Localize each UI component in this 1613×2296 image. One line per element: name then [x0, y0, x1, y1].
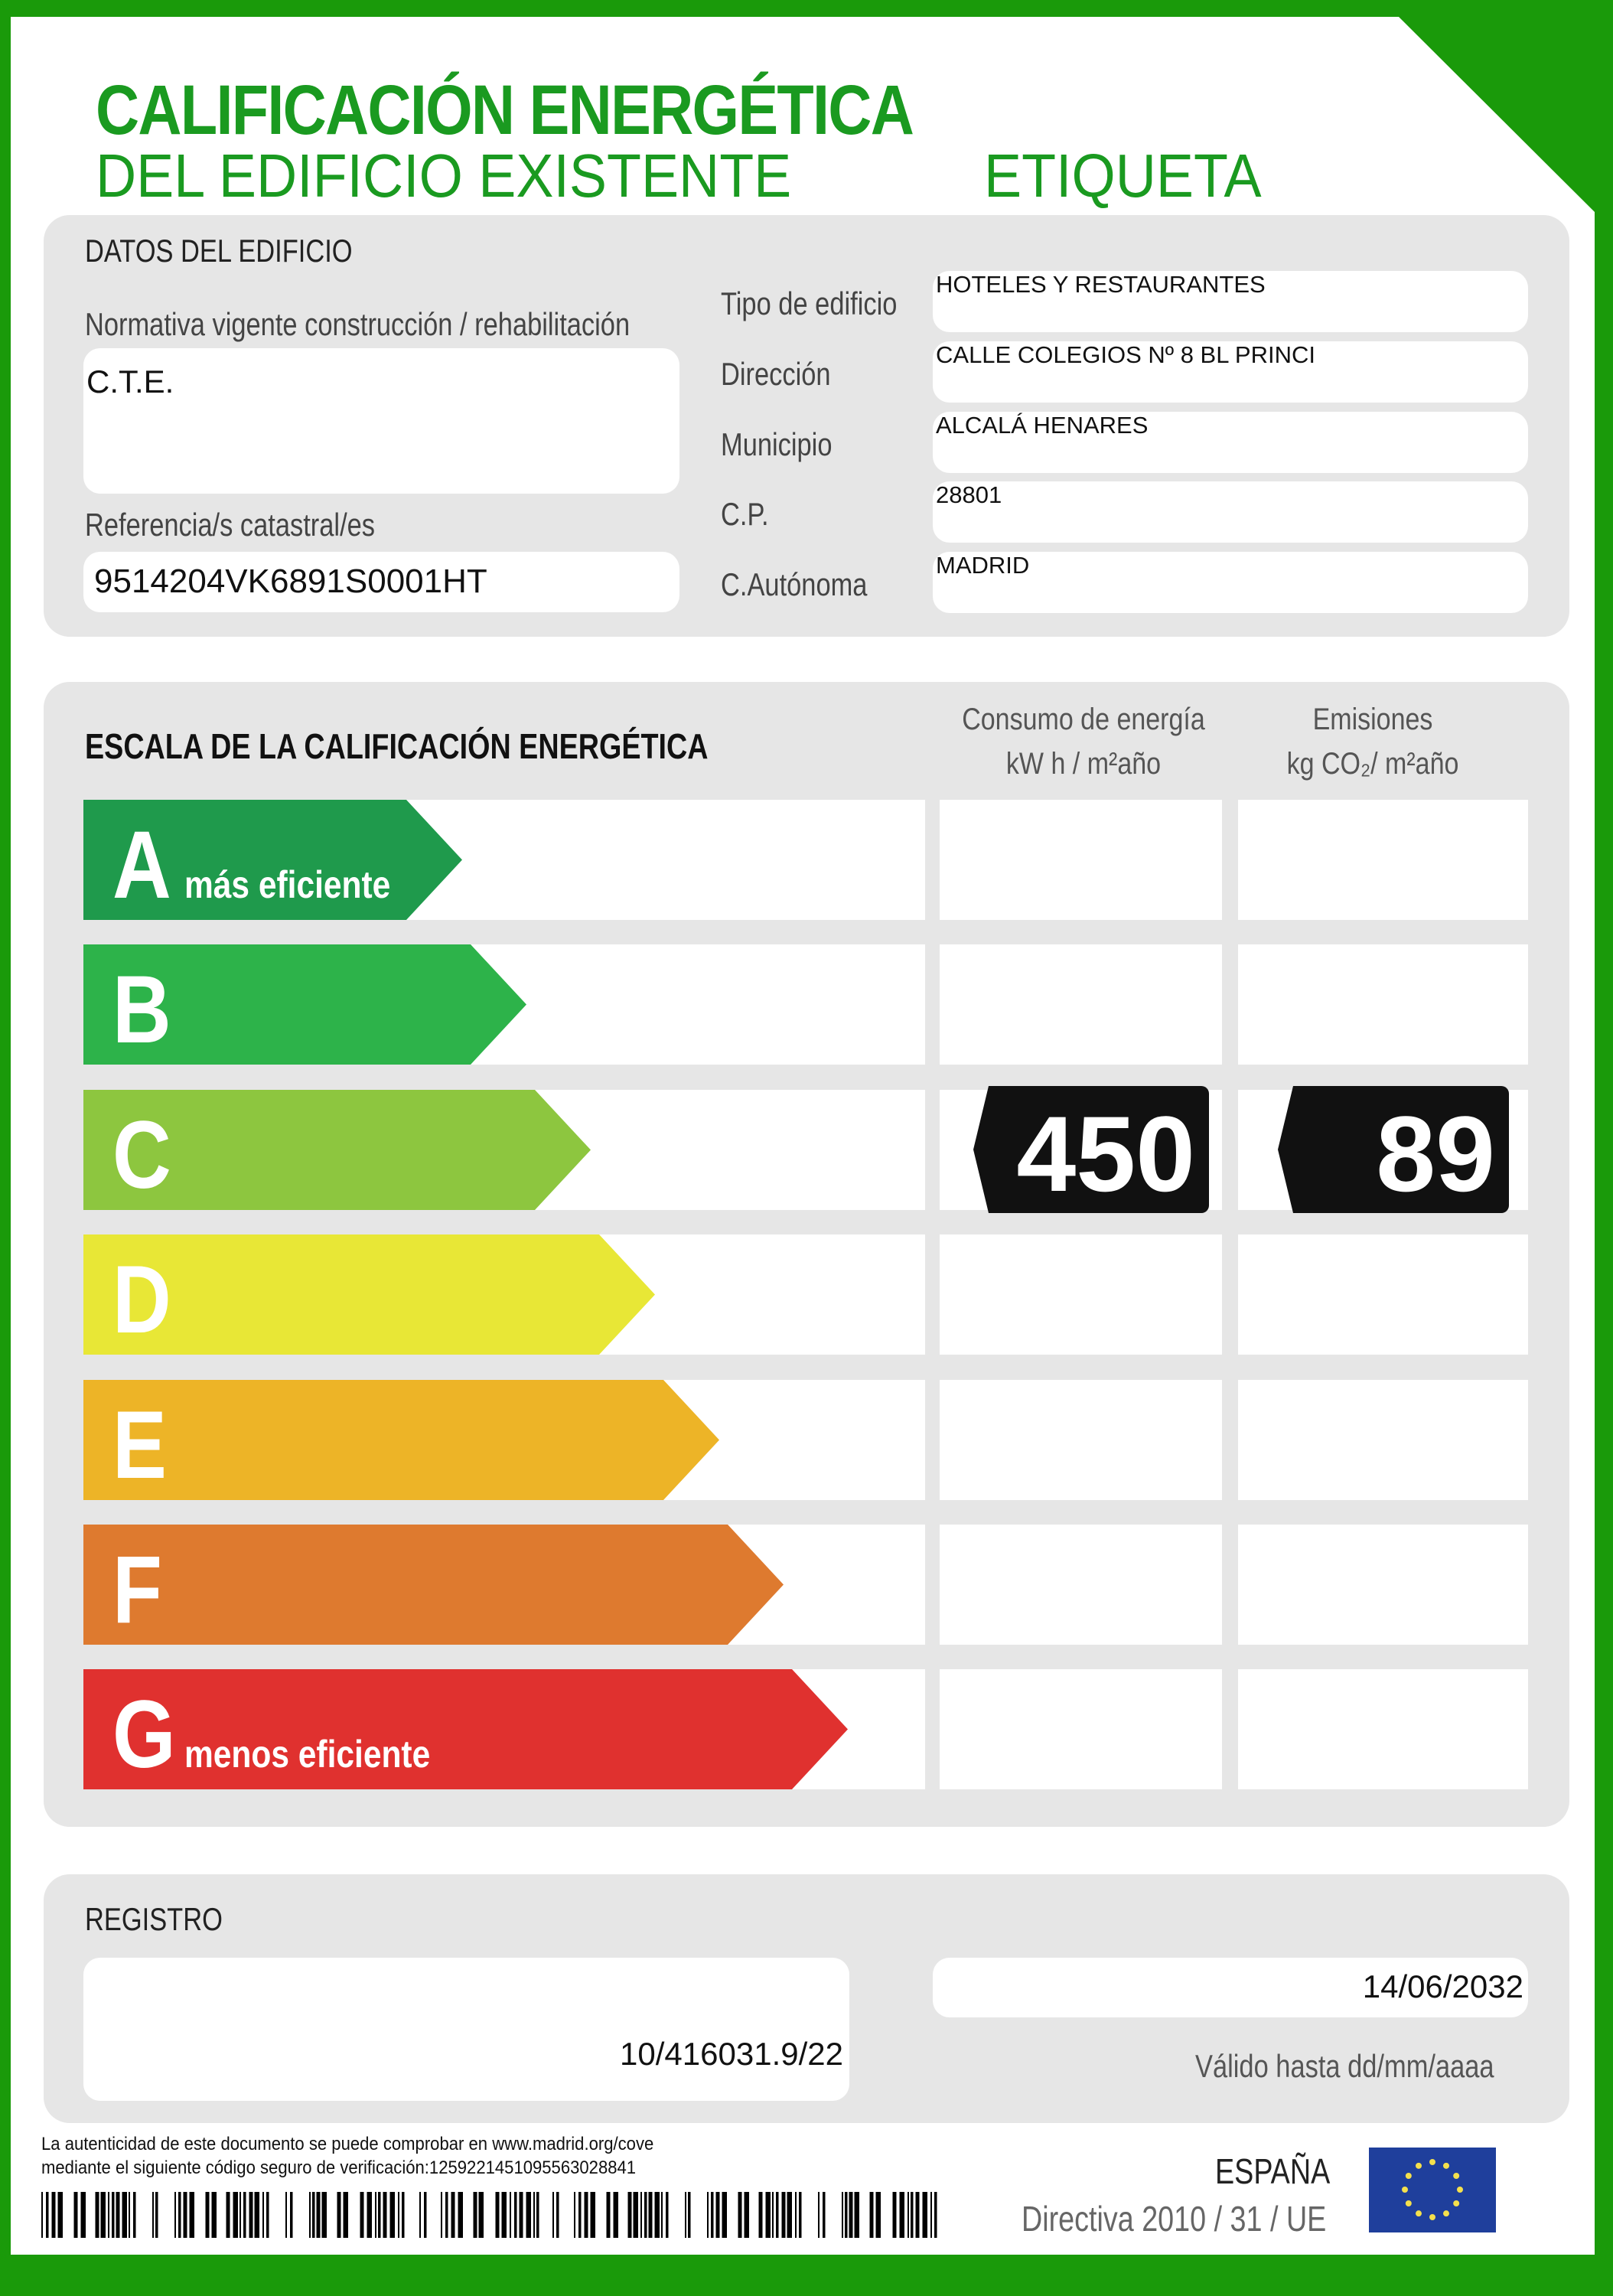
energy-rating-badge: 450	[973, 1086, 1209, 1213]
building-section-title: DATOS DEL EDIFICIO	[85, 233, 353, 269]
emissions-cell	[1238, 1669, 1528, 1789]
field-label: C.P.	[721, 496, 769, 532]
star	[1443, 2162, 1449, 2169]
star	[1429, 2159, 1435, 2165]
class-letter: F	[112, 1537, 162, 1643]
authenticity-line1: La autenticidad de este documento se pue…	[41, 2134, 654, 2154]
field-value: 28801	[936, 481, 1002, 508]
normativa-value: C.T.E.	[86, 364, 174, 400]
star	[1453, 2173, 1460, 2179]
emissions-cell	[1238, 800, 1528, 920]
scale-title: ESCALA DE LA CALIFICACIÓN ENERGÉTICA	[85, 726, 709, 766]
star	[1402, 2187, 1408, 2193]
emissions-header-1: Emisiones	[1312, 703, 1433, 736]
field-value: CALLE COLEGIOS Nº 8 BL PRINCI	[936, 341, 1315, 368]
energy-cell	[940, 1380, 1222, 1500]
class-arrow-a: A más eficiente	[83, 800, 462, 920]
class-letter: C	[112, 1102, 171, 1208]
star	[1457, 2187, 1463, 2193]
class-letter: G	[112, 1681, 176, 1788]
field-value: MADRID	[936, 552, 1030, 579]
field-value: ALCALÁ HENARES	[936, 412, 1149, 439]
label-etiqueta: ETIQUETA	[984, 142, 1262, 210]
country-label: ESPAÑA	[1215, 2151, 1331, 2191]
energy-cell	[940, 1234, 1222, 1355]
valid-until-label: Válido hasta dd/mm/aaaa	[1195, 2048, 1494, 2084]
title-line2: DEL EDIFICIO EXISTENTE	[96, 142, 792, 210]
class-caption: menos eficiente	[184, 1733, 431, 1776]
class-caption: más eficiente	[184, 863, 391, 906]
authenticity-line2: mediante el siguiente código seguro de v…	[41, 2157, 637, 2178]
star	[1416, 2210, 1422, 2217]
field-value: HOTELES Y RESTAURANTES	[936, 271, 1266, 298]
registro-number-box: 10/416031.9/22	[83, 1958, 849, 2101]
normativa-label: Normativa vigente construcción / rehabil…	[85, 306, 631, 342]
class-letter: A	[112, 812, 171, 918]
referencia-box: 9514204VK6891S0001HT	[83, 552, 679, 612]
field-label: Dirección	[721, 356, 831, 392]
emissions-cell	[1238, 1234, 1528, 1355]
field-box: HOTELES Y RESTAURANTES	[933, 271, 1528, 332]
energy-header-2: kW h / m²año	[1005, 747, 1162, 781]
field-box: CALLE COLEGIOS Nº 8 BL PRINCI	[933, 341, 1528, 403]
class-arrow-e: E	[83, 1380, 719, 1500]
star	[1443, 2210, 1449, 2217]
field-label: Tipo de edificio	[721, 285, 898, 321]
registro-title: REGISTRO	[85, 1901, 223, 1937]
class-letter: D	[112, 1247, 171, 1353]
class-arrow-c: C	[83, 1090, 591, 1210]
class-arrow-f: F	[83, 1525, 784, 1645]
energy-value: 450	[1016, 1094, 1195, 1214]
emissions-value: 89	[1376, 1094, 1495, 1214]
class-arrow-d: D	[83, 1234, 655, 1355]
title-line1: CALIFICACIÓN ENERGÉTICA	[96, 71, 914, 149]
field-label: Municipio	[721, 426, 833, 462]
star	[1453, 2200, 1460, 2206]
emissions-header-2: kg CO₂/ m²año	[1286, 747, 1459, 781]
barcode	[41, 2192, 937, 2238]
registro-number: 10/416031.9/22	[620, 2036, 843, 2072]
emissions-cell	[1238, 944, 1528, 1065]
directive-label: Directiva 2010 / 31 / UE	[1022, 2199, 1327, 2239]
field-box: ALCALÁ HENARES	[933, 412, 1528, 473]
eu-flag-icon	[1369, 2148, 1496, 2232]
referencia-value: 9514204VK6891S0001HT	[94, 563, 487, 600]
energy-cell	[940, 800, 1222, 920]
normativa-box: C.T.E.	[83, 348, 679, 494]
energy-cell	[940, 1669, 1222, 1789]
field-box: 28801	[933, 481, 1528, 543]
referencia-label: Referencia/s catastral/es	[85, 507, 376, 543]
valid-until-box: 14/06/2032	[933, 1958, 1528, 2017]
star	[1405, 2200, 1412, 2206]
energy-cell	[940, 1525, 1222, 1645]
valid-until-value: 14/06/2032	[1362, 1968, 1523, 2004]
star	[1429, 2214, 1435, 2220]
emissions-cell	[1238, 1525, 1528, 1645]
energy-header-1: Consumo de energía	[962, 703, 1205, 736]
class-letter: B	[112, 957, 171, 1063]
star	[1416, 2162, 1422, 2169]
class-letter: E	[112, 1392, 167, 1499]
class-arrow-b: B	[83, 944, 526, 1065]
energy-cell	[940, 944, 1222, 1065]
emissions-rating-badge: 89	[1278, 1086, 1509, 1213]
field-box: MADRID	[933, 552, 1528, 613]
class-arrow-g: G menos eficiente	[83, 1669, 848, 1789]
star	[1405, 2173, 1412, 2179]
emissions-cell	[1238, 1380, 1528, 1500]
field-label: C.Autónoma	[721, 566, 868, 602]
